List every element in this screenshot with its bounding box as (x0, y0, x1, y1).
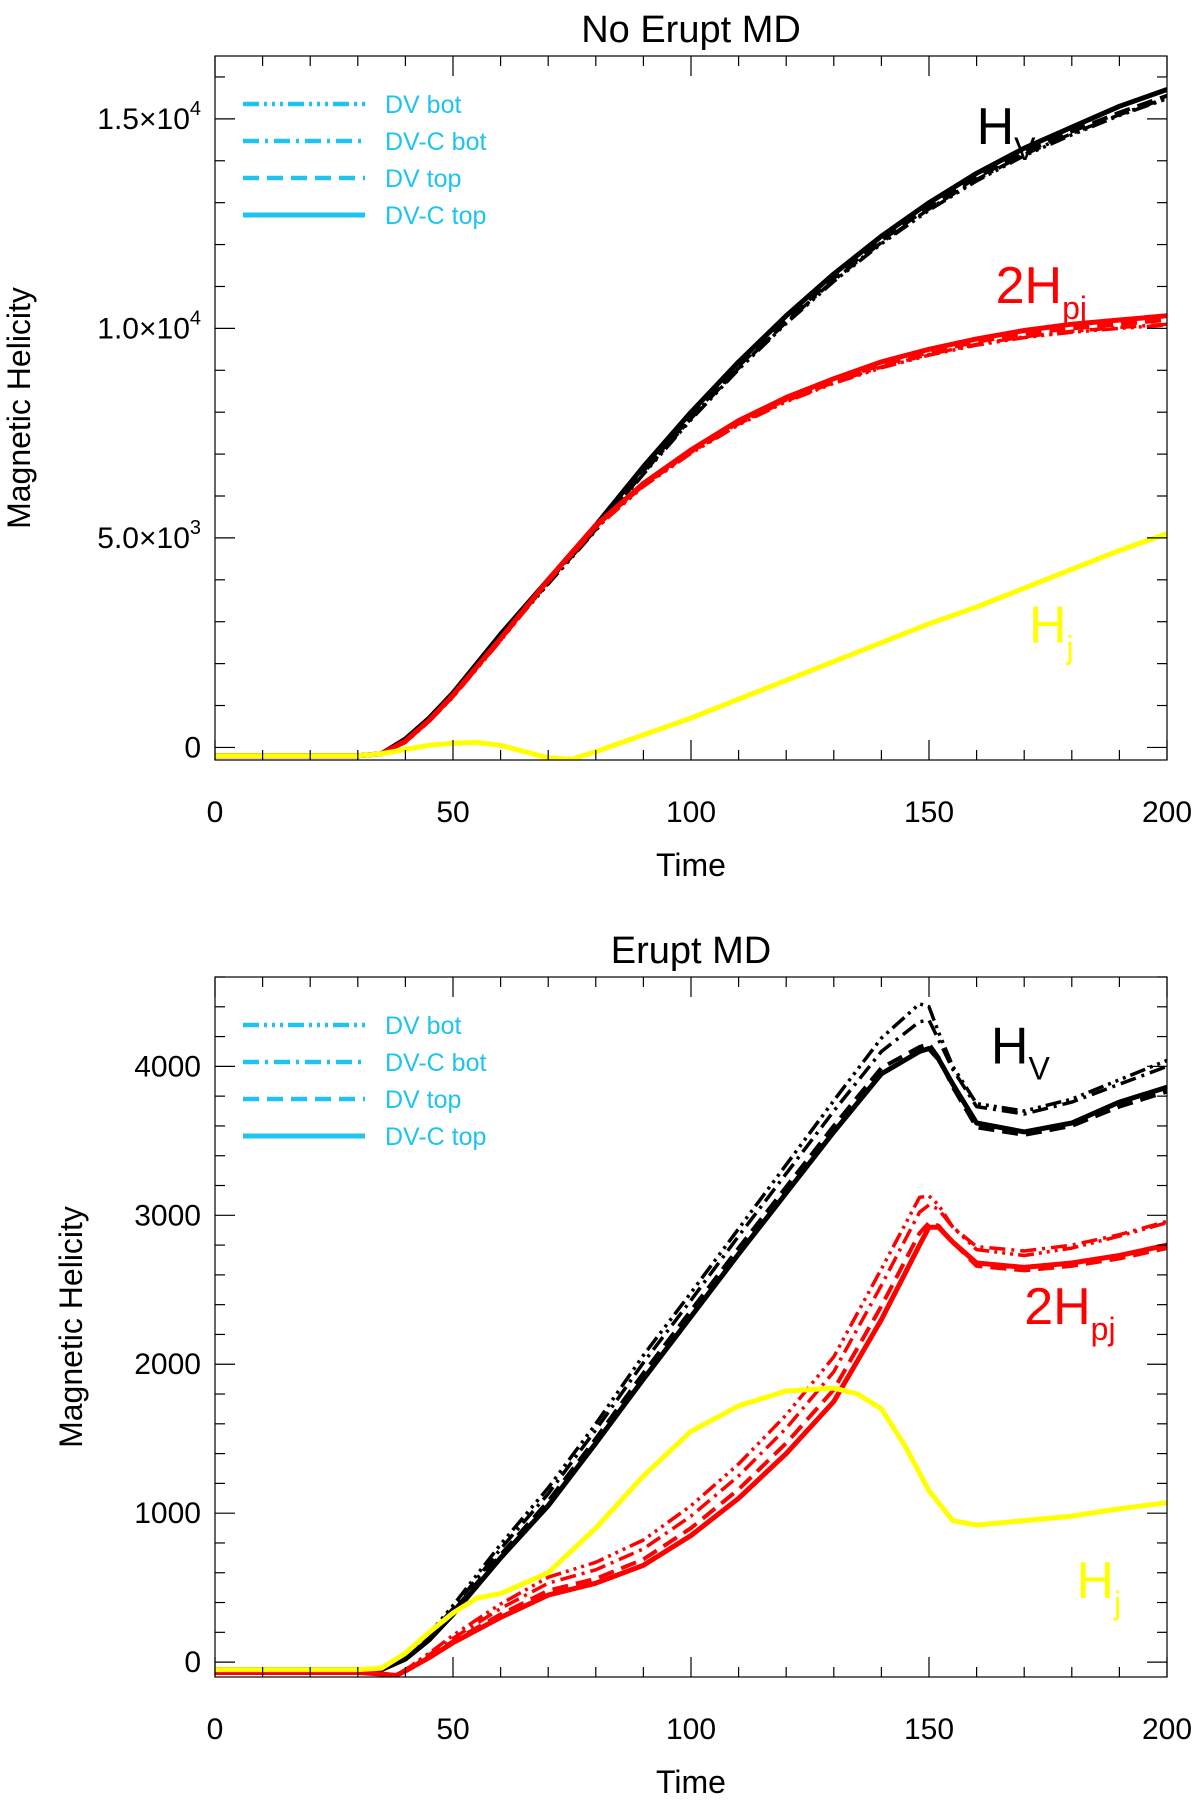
series-line-hj-dv-c-bot (215, 532, 1167, 760)
series-line-hv-dv-bot (215, 1002, 1167, 1672)
chart-panel-0: No Erupt MD 0 50 100 150 200 0 5.0×103 1.0×104 1.… (1, 9, 1192, 883)
y-tick-label: 4000 (134, 1050, 201, 1083)
y-axis-label: Magnetic Helicity (53, 1206, 89, 1448)
x-tick-label: 150 (904, 796, 954, 829)
x-tick-label: 50 (436, 1713, 469, 1746)
legend-label: DV top (385, 1086, 461, 1114)
series-line-hj-dv-bot (215, 1386, 1167, 1672)
legend: DV bot DV-C bot DV top DV-C top (243, 91, 486, 230)
y-tick-label: 0 (184, 731, 201, 764)
x-tick-label: 50 (436, 796, 469, 829)
x-axis-label: Time (656, 1764, 726, 1800)
series-line-hv-dv-c-top (215, 1046, 1167, 1673)
series-line-2hpj-dv-top (215, 318, 1167, 758)
legend: DV bot DV-C bot DV top DV-C top (243, 1012, 486, 1151)
series-line-2hpj-dv-c-bot (215, 1203, 1167, 1677)
series-line-hv-dv-c-bot (215, 96, 1167, 758)
chart-panel-1: Erupt MD0 50 100 150 20001000200030004000Tim… (53, 930, 1192, 1800)
series-line-hj-dv-bot (215, 532, 1167, 760)
legend-label: DV top (385, 165, 461, 193)
chart-title: No Erupt MD (581, 9, 801, 51)
x-tick-label: 0 (207, 1713, 224, 1746)
curve-annotation: Hj (1077, 1552, 1122, 1621)
series-line-hv-dv-top (215, 93, 1167, 758)
y-tick-label: 3000 (134, 1199, 201, 1232)
legend-label: DV-C bot (385, 1049, 486, 1077)
series-line-hv-dv-bot (215, 97, 1167, 758)
y-axis-label: Magnetic Helicity (1, 287, 37, 529)
x-tick-label: 200 (1142, 1713, 1192, 1746)
y-tick-label: 1.0×104 (97, 307, 201, 345)
series-line-2hpj-dv-bot (215, 1194, 1167, 1677)
legend-label: DV-C top (385, 202, 486, 230)
x-tick-label: 200 (1142, 796, 1192, 829)
legend-label: DV bot (385, 91, 461, 119)
y-tick-label: 0 (184, 1646, 201, 1679)
chart-title: Erupt MD (611, 930, 771, 972)
plot-lines (215, 1002, 1167, 1677)
x-axis-label: Time (656, 847, 726, 883)
curve-annotation: HV (977, 98, 1037, 167)
x-tick-label: 100 (666, 796, 716, 829)
x-tick-label: 0 (207, 796, 224, 829)
series-line-2hpj-dv-top (215, 1220, 1167, 1677)
curve-annotation: HV (991, 1017, 1051, 1086)
y-tick-label: 2000 (134, 1348, 201, 1381)
series-line-hj-dv-top (215, 531, 1167, 760)
legend-label: DV-C bot (385, 128, 486, 156)
series-line-2hpj-dv-c-top (215, 313, 1167, 759)
plot-lines (215, 87, 1167, 760)
x-tick-label: 150 (904, 1713, 954, 1746)
series-line-hv-dv-c-bot (215, 1018, 1167, 1672)
series-line-2hpj-dv-c-bot (215, 322, 1167, 758)
y-tick-label: 1000 (134, 1497, 201, 1530)
series-line-2hpj-dv-bot (215, 323, 1167, 758)
series-line-hv-dv-c-top (215, 87, 1167, 759)
x-tick-label: 100 (666, 1713, 716, 1746)
legend-label: DV-C top (385, 1123, 486, 1151)
legend-label: DV bot (385, 1012, 461, 1040)
series-line-hj-dv-c-top (215, 531, 1167, 760)
curve-annotation: Hj (1029, 597, 1074, 666)
curve-annotation: 2Hpj (996, 257, 1087, 326)
curve-annotation: 2Hpj (1024, 1278, 1115, 1347)
y-tick-label: 5.0×103 (97, 517, 201, 555)
y-tick-label: 1.5×104 (97, 98, 201, 136)
